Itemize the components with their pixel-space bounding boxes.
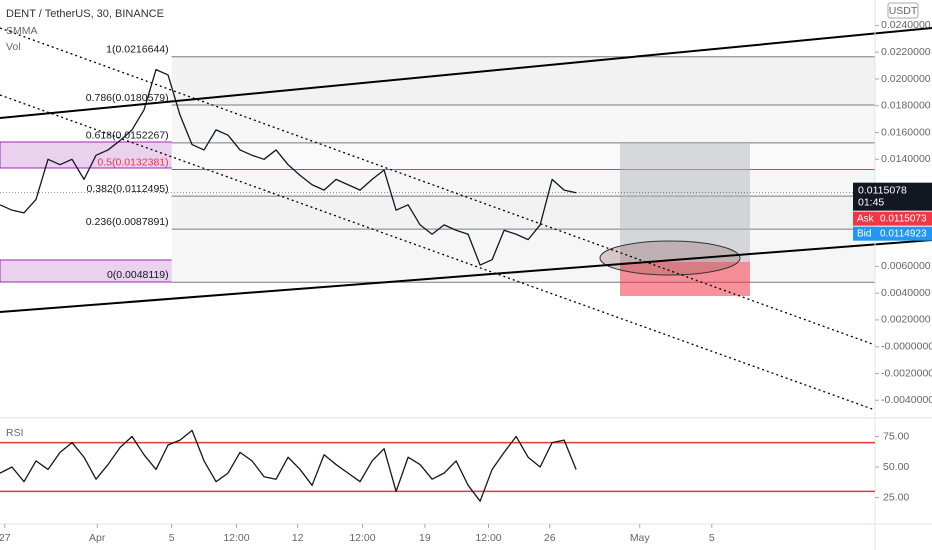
ask-name: Ask	[857, 213, 875, 224]
rsi-title: RSI	[6, 427, 24, 439]
trend-line	[0, 239, 932, 313]
x-tick-label: 12	[292, 532, 304, 544]
y-tick-label: 0.0200000	[881, 73, 931, 85]
y-tick-label: 50.00	[883, 461, 909, 473]
x-tick-label: 19	[419, 532, 431, 544]
y-tick-label: 25.00	[883, 491, 909, 503]
x-tick-label: 5	[709, 532, 715, 544]
currency[interactable]: USDT	[889, 5, 918, 17]
series-line	[0, 429, 577, 502]
fib-levels: 1(0.0216644)0.786(0.0180579)0.618(0.0152…	[86, 43, 876, 283]
x-tick-label: 12:00	[349, 532, 375, 544]
y-tick-label: -0.0000000	[881, 341, 932, 353]
fib-label: 0.618(0.0152267)	[86, 130, 169, 142]
x-tick-label: 27	[0, 532, 11, 544]
y-tick-label: 0.0220000	[881, 46, 931, 58]
fib-label: 0.5(0.0132381)	[97, 156, 168, 168]
y-tick-label: 0.0160000	[881, 126, 931, 138]
fib-label: 0(0.0048119)	[107, 269, 169, 281]
bid-box	[853, 226, 932, 241]
fib-band	[171, 142, 876, 170]
fib-label: 0.382(0.0112495)	[87, 183, 169, 195]
currency-box[interactable]	[887, 2, 919, 19]
fib-band	[171, 104, 876, 143]
x-tick-label: 12:00	[223, 532, 249, 544]
fib-label: 0.236(0.0087891)	[86, 216, 169, 228]
ask-box	[853, 211, 932, 226]
x-tick-label: Apr	[89, 532, 106, 544]
bid-name: Bid	[857, 228, 871, 239]
ellipse	[599, 240, 741, 276]
series-line	[0, 68, 577, 266]
x-tick-label: 26	[544, 532, 556, 544]
last-price: 0.0115078	[858, 184, 907, 196]
y-tick-label: 75.00	[883, 430, 909, 442]
fib-band	[171, 56, 876, 105]
fib-band	[171, 169, 876, 197]
y-tick-label: 0.0180000	[881, 100, 931, 112]
y-tick-label: 0.0060000	[881, 260, 931, 272]
last-price-box	[853, 182, 932, 211]
x-tick-label: May	[630, 532, 651, 544]
trend-line	[0, 27, 876, 346]
fib-band	[171, 196, 876, 230]
indicator: SMMA	[6, 25, 38, 37]
countdown: 01:45	[858, 196, 884, 208]
x-tick-label: 12:00	[475, 532, 501, 544]
y-tick-label: 0.0040000	[881, 287, 931, 299]
bid-price: 0.0114923	[880, 228, 927, 239]
y-tick-label: -0.0040000	[881, 394, 932, 406]
ask-price: 0.0115073	[880, 213, 927, 224]
y-tick-label: 0.0240000	[881, 19, 931, 31]
trend-line	[0, 27, 932, 119]
fib-label: 1(0.0216644)	[106, 43, 168, 55]
y-tick-label: 0.0140000	[881, 153, 931, 165]
y-tick-label: 0.0020000	[881, 314, 931, 326]
x-tick-label: 5	[169, 532, 175, 544]
symbol-title: DENT / TetherUS, 30, BINANCE	[6, 8, 164, 20]
indicator: Vol	[6, 41, 21, 53]
y-tick-label: -0.0020000	[881, 367, 932, 379]
